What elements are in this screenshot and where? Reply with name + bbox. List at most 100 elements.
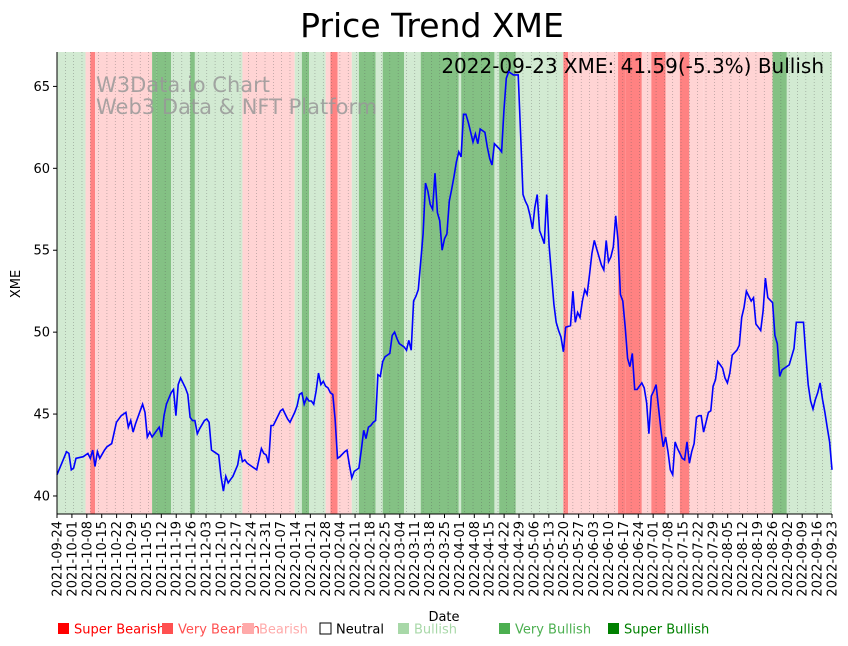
y-axis-label: XME bbox=[9, 270, 24, 298]
y-tick-label: 40 bbox=[33, 489, 50, 504]
legend-label-bearish: Bearish bbox=[259, 623, 308, 638]
x-tick-label: 2021-12-31 bbox=[259, 521, 274, 597]
zone-bullish bbox=[375, 52, 383, 514]
legend-swatch-very-bearish bbox=[162, 623, 173, 634]
x-tick-label: 2022-01-07 bbox=[274, 521, 289, 597]
zone-bullish bbox=[308, 52, 326, 514]
x-tick-label: 2022-01-28 bbox=[319, 521, 334, 597]
legend-label-neutral: Neutral bbox=[336, 623, 384, 638]
x-tick-label: 2022-06-03 bbox=[587, 521, 602, 597]
x-tick-label: 2022-08-12 bbox=[736, 521, 751, 597]
x-tick-label: 2022-04-08 bbox=[468, 521, 483, 597]
x-tick-label: 2022-06-17 bbox=[617, 521, 632, 597]
x-axis-ticks: 2021-09-24 2021-10-01 2021-10-08 2021-10-15… bbox=[51, 514, 841, 597]
x-tick-label: 2022-07-29 bbox=[706, 521, 721, 597]
watermark-line-2: Web3 Data & NFT Platform bbox=[96, 95, 377, 119]
y-tick-label: 60 bbox=[33, 162, 50, 177]
x-tick-label: 2022-09-09 bbox=[796, 521, 811, 597]
x-tick-label: 2022-08-19 bbox=[751, 521, 766, 597]
zone-bearish bbox=[337, 52, 352, 514]
x-tick-label: 2022-09-23 bbox=[826, 521, 841, 597]
zone-very_bullish bbox=[358, 52, 376, 514]
x-tick-label: 2021-11-19 bbox=[170, 521, 185, 597]
zone-bearish bbox=[703, 52, 773, 514]
x-tick-label: 2022-09-16 bbox=[811, 521, 826, 597]
price-series-line bbox=[56, 70, 833, 492]
x-tick-label: 2022-08-26 bbox=[766, 521, 781, 597]
y-tick-label: 55 bbox=[33, 244, 50, 259]
legend-label-very-bearish: Very Bearish bbox=[178, 623, 260, 638]
zone-very_bullish bbox=[301, 52, 309, 514]
zone-bearish bbox=[325, 52, 331, 514]
zone-bearish bbox=[689, 52, 704, 514]
zone-bearish bbox=[85, 52, 91, 514]
chart-title: Price Trend XME bbox=[300, 6, 564, 45]
zone-very_bearish bbox=[90, 52, 96, 514]
x-tick-label: 2022-05-13 bbox=[542, 521, 557, 597]
x-tick-label: 2021-10-29 bbox=[125, 521, 140, 597]
legend-swatch-super-bullish bbox=[608, 623, 619, 634]
zone-very_bullish bbox=[461, 52, 495, 514]
x-tick-label: 2022-01-14 bbox=[289, 521, 304, 597]
legend-swatch-bullish bbox=[398, 623, 409, 634]
x-tick-label: 2022-07-08 bbox=[662, 521, 677, 597]
zone-very_bearish bbox=[618, 52, 626, 514]
x-tick-label: 2022-03-25 bbox=[438, 521, 453, 597]
legend-swatch-bearish bbox=[243, 623, 254, 634]
zone-very_bullish bbox=[190, 52, 195, 514]
x-tick-label: 2021-12-17 bbox=[229, 521, 244, 597]
zone-bearish bbox=[242, 52, 295, 514]
legend: Super Bearish Very Bearish Bearish Neutral B… bbox=[58, 622, 709, 638]
legend-swatch-very-bullish bbox=[499, 623, 510, 634]
zone-very_bearish bbox=[330, 52, 338, 514]
x-tick-label: 2022-09-02 bbox=[781, 521, 796, 597]
x-tick-label: 2021-10-08 bbox=[80, 521, 95, 597]
zone-bullish bbox=[351, 52, 359, 514]
x-tick-label: 2021-09-24 bbox=[51, 521, 66, 597]
legend-label-very-bullish: Very Bullish bbox=[515, 623, 591, 638]
x-tick-label: 2021-12-03 bbox=[200, 521, 215, 597]
x-tick-label: 2022-07-22 bbox=[691, 521, 706, 597]
x-tick-label: 2021-11-12 bbox=[155, 521, 170, 597]
zone-very_bearish bbox=[625, 52, 642, 514]
x-tick-label: 2022-08-05 bbox=[721, 521, 736, 597]
zone-bullish bbox=[171, 52, 191, 514]
zone-very_bullish bbox=[152, 52, 157, 514]
x-tick-label: 2021-12-24 bbox=[244, 521, 259, 597]
y-tick-label: 45 bbox=[33, 408, 50, 423]
x-tick-label: 2022-04-01 bbox=[453, 521, 468, 597]
x-tick-label: 2022-02-04 bbox=[334, 521, 349, 597]
x-tick-label: 2022-05-06 bbox=[527, 521, 542, 597]
x-gridlines bbox=[56, 52, 832, 514]
x-tick-label: 2022-05-27 bbox=[572, 521, 587, 597]
y-axis-ticks: 40 45 50 55 60 65 bbox=[33, 80, 57, 504]
y-tick-label: 65 bbox=[33, 80, 50, 95]
x-tick-label: 2021-10-22 bbox=[110, 521, 125, 597]
x-tick-label: 2021-11-26 bbox=[185, 521, 200, 597]
zone-bullish bbox=[57, 52, 86, 514]
legend-swatch-neutral bbox=[319, 622, 332, 635]
zone-very_bullish bbox=[156, 52, 172, 514]
zone-bullish bbox=[404, 52, 421, 514]
zone-bullish bbox=[194, 52, 243, 514]
legend-label-super-bearish: Super Bearish bbox=[74, 623, 165, 638]
zone-bearish bbox=[641, 52, 652, 514]
x-tick-label: 2022-04-15 bbox=[483, 521, 498, 597]
legend-label-super-bullish: Super Bullish bbox=[624, 623, 709, 638]
x-tick-label: 2021-10-01 bbox=[65, 521, 80, 597]
zone-very_bearish bbox=[563, 52, 569, 514]
x-tick-label: 2022-06-10 bbox=[602, 521, 617, 597]
y-tick-label: 50 bbox=[33, 326, 50, 341]
x-tick-label: 2022-05-20 bbox=[557, 521, 572, 597]
x-tick-label: 2022-07-01 bbox=[647, 521, 662, 597]
zone-very_bearish bbox=[651, 52, 666, 514]
zone-bullish bbox=[494, 52, 500, 514]
x-tick-label: 2022-02-18 bbox=[363, 521, 378, 597]
legend-swatch-super-bearish bbox=[58, 623, 69, 634]
zone-very_bearish bbox=[679, 52, 690, 514]
x-tick-label: 2022-06-24 bbox=[632, 521, 647, 597]
zone-very_bullish bbox=[499, 52, 516, 514]
zone-bullish bbox=[458, 52, 462, 514]
x-tick-label: 2022-07-15 bbox=[676, 521, 691, 597]
x-tick-label: 2021-11-05 bbox=[140, 521, 155, 597]
